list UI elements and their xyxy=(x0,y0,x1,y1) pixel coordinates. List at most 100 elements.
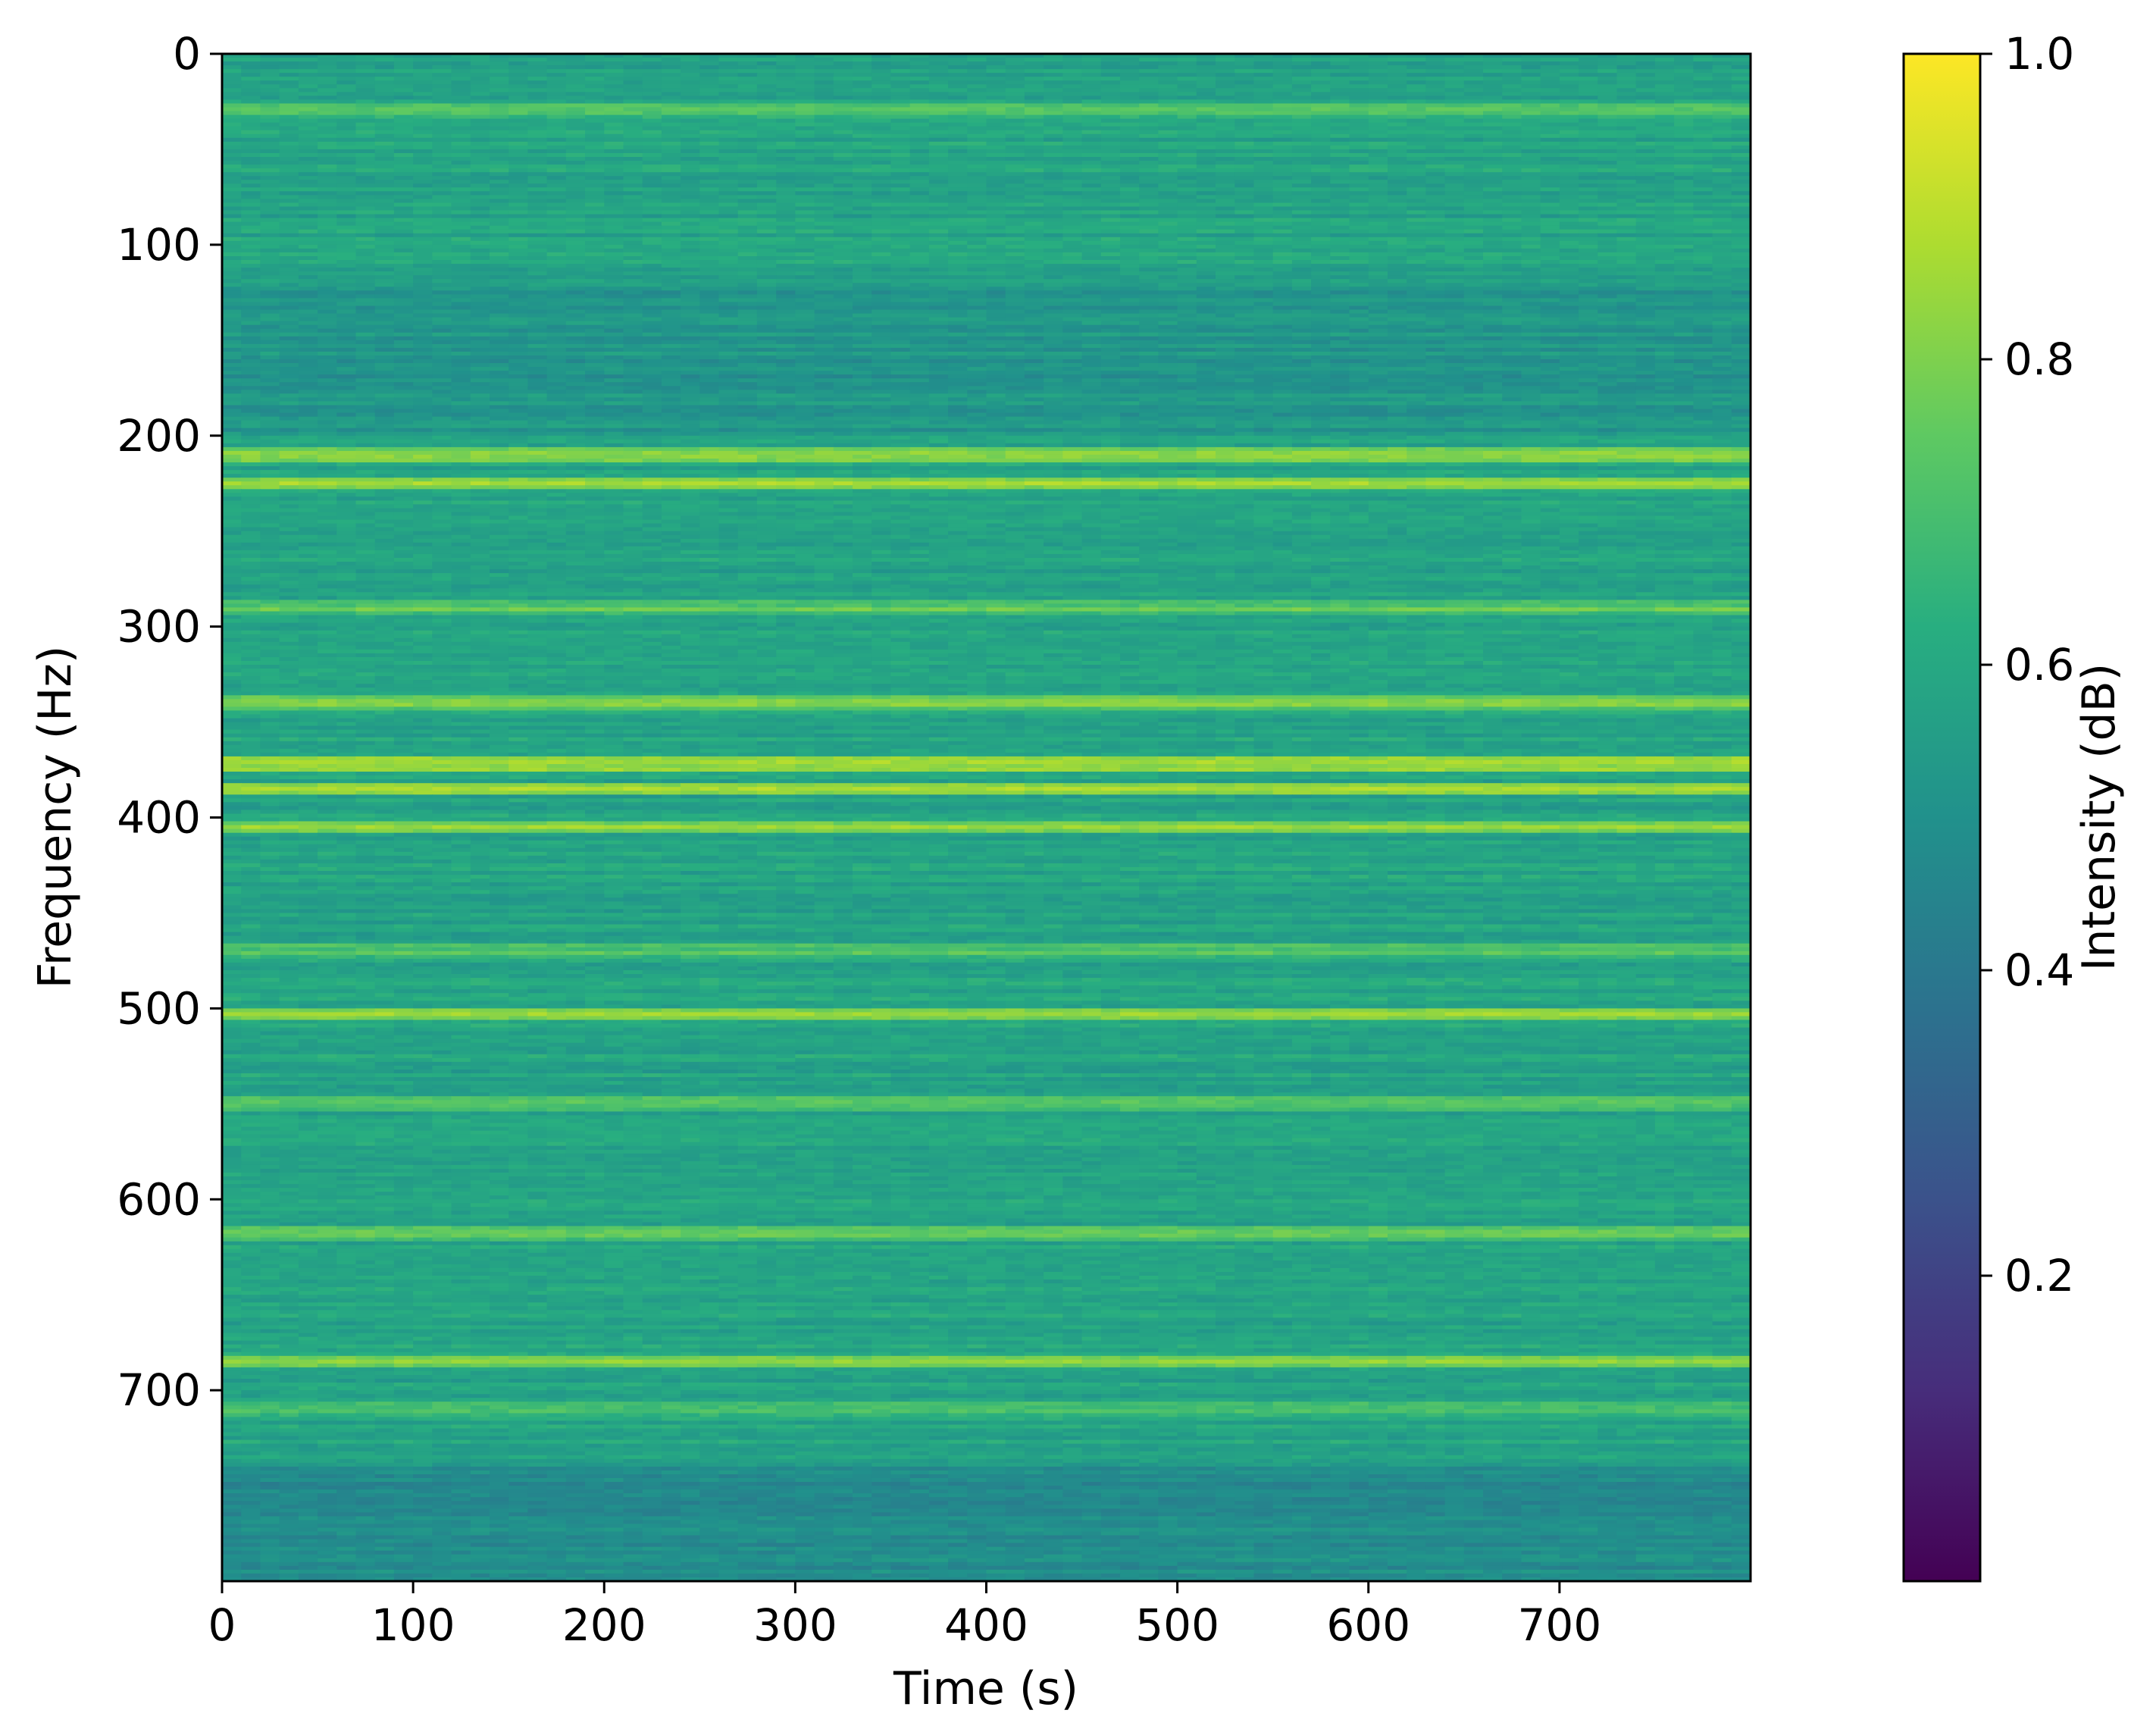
heatmap-cell xyxy=(834,215,853,219)
heatmap-cell xyxy=(1254,104,1274,108)
heatmap-cell xyxy=(1541,58,1560,62)
heatmap-cell xyxy=(1330,203,1350,208)
heatmap-cell xyxy=(1254,119,1274,124)
heatmap-cell xyxy=(1636,61,1656,66)
heatmap-cell xyxy=(1541,233,1560,238)
heatmap-cell xyxy=(547,73,567,77)
heatmap-cell xyxy=(1693,84,1713,89)
heatmap-cell xyxy=(815,256,834,261)
heatmap-cell xyxy=(336,252,356,257)
heatmap-cell xyxy=(527,69,547,74)
heatmap-cell xyxy=(929,176,949,180)
heatmap-cell xyxy=(508,108,528,112)
heatmap-cell xyxy=(948,84,968,89)
heatmap-cell xyxy=(1636,283,1656,287)
heatmap-cell xyxy=(241,180,261,184)
heatmap-cell xyxy=(719,176,739,180)
heatmap-cell xyxy=(1158,180,1178,184)
heatmap-cell xyxy=(1541,241,1560,246)
heatmap-cell xyxy=(853,104,872,108)
heatmap-cell xyxy=(1139,149,1159,154)
heatmap-cell xyxy=(222,153,242,158)
heatmap-cell xyxy=(566,222,586,227)
heatmap-cell xyxy=(1082,134,1102,139)
heatmap-cell xyxy=(929,195,949,199)
heatmap-cell xyxy=(585,195,605,199)
heatmap-cell xyxy=(1732,61,1751,66)
heatmap-cell xyxy=(1234,134,1254,139)
heatmap-cell xyxy=(1254,252,1274,257)
heatmap-cell xyxy=(508,245,528,249)
heatmap-cell xyxy=(490,203,509,208)
heatmap-cell xyxy=(1425,187,1445,192)
heatmap-cell xyxy=(1025,73,1044,77)
heatmap-cell xyxy=(853,130,872,135)
heatmap-cell xyxy=(1636,157,1656,161)
heatmap-cell xyxy=(336,222,356,227)
heatmap-cell xyxy=(452,146,471,150)
heatmap-cell xyxy=(432,271,452,276)
heatmap-cell xyxy=(1597,157,1617,161)
heatmap-cell xyxy=(1178,245,1197,249)
heatmap-cell xyxy=(1579,99,1598,104)
heatmap-cell xyxy=(643,104,662,108)
heatmap-cell xyxy=(1655,287,1675,291)
heatmap-cell xyxy=(643,123,662,127)
heatmap-cell xyxy=(681,130,700,135)
heatmap-cell xyxy=(1655,199,1675,203)
heatmap-cell xyxy=(795,92,815,96)
heatmap-cell xyxy=(547,211,567,215)
heatmap-cell xyxy=(815,134,834,139)
heatmap-cell xyxy=(1082,180,1102,184)
heatmap-cell xyxy=(738,65,758,70)
heatmap-cell xyxy=(375,73,395,77)
heatmap-cell xyxy=(566,207,586,211)
heatmap-cell xyxy=(280,164,299,169)
heatmap-cell xyxy=(967,134,987,139)
heatmap-cell xyxy=(1655,123,1675,127)
heatmap-cell xyxy=(776,287,796,291)
heatmap-cell xyxy=(795,115,815,120)
heatmap-cell xyxy=(1407,61,1426,66)
heatmap-cell xyxy=(719,142,739,146)
heatmap-cell xyxy=(1350,104,1369,108)
heatmap-cell xyxy=(643,96,662,100)
heatmap-cell xyxy=(795,226,815,230)
heatmap-cell xyxy=(1273,222,1293,227)
heatmap-cell xyxy=(871,215,891,219)
heatmap-cell xyxy=(1311,275,1331,280)
heatmap-cell xyxy=(336,218,356,223)
heatmap-cell xyxy=(1713,58,1732,62)
heatmap-cell xyxy=(490,111,509,116)
heatmap-cell xyxy=(1617,111,1637,116)
heatmap-cell xyxy=(1330,164,1350,169)
heatmap-cell xyxy=(1044,268,1063,272)
heatmap-cell xyxy=(624,279,643,283)
heatmap-cell xyxy=(948,271,968,276)
heatmap-cell xyxy=(413,157,433,161)
heatmap-cell xyxy=(1693,183,1713,188)
heatmap-cell xyxy=(1617,108,1637,112)
heatmap-cell xyxy=(1292,108,1312,112)
heatmap-cell xyxy=(853,80,872,85)
heatmap-cell xyxy=(260,256,280,261)
heatmap-cell xyxy=(910,203,930,208)
heatmap-cell xyxy=(699,142,719,146)
heatmap-cell xyxy=(604,279,624,283)
heatmap-cell xyxy=(1445,138,1465,143)
heatmap-cell xyxy=(757,268,777,272)
heatmap-cell xyxy=(1254,176,1274,180)
heatmap-cell xyxy=(1693,264,1713,268)
heatmap-cell xyxy=(527,183,547,188)
heatmap-cell xyxy=(222,168,242,173)
heatmap-cell xyxy=(1025,84,1044,89)
heatmap-cell xyxy=(1655,119,1675,124)
heatmap-cell xyxy=(1464,252,1484,257)
heatmap-cell xyxy=(1216,191,1235,196)
heatmap-cell xyxy=(967,211,987,215)
heatmap-cell xyxy=(375,104,395,108)
heatmap-cell xyxy=(280,215,299,219)
heatmap-cell xyxy=(260,271,280,276)
heatmap-cell xyxy=(1120,249,1140,253)
heatmap-cell xyxy=(699,211,719,215)
